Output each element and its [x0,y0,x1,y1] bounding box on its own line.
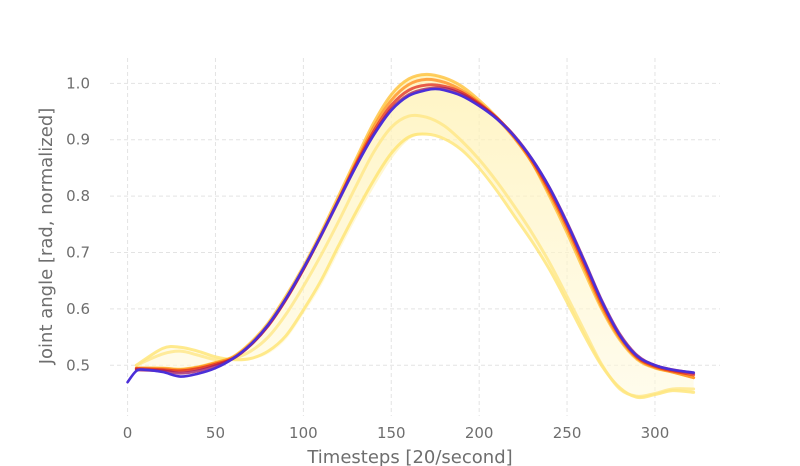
y-tick-label: 0.8 [66,187,90,205]
x-axis-label: Timesteps [20/second] [306,447,512,466]
y-tick-label: 1.0 [66,74,90,92]
x-tick-label: 150 [377,424,406,442]
tick-labels: 0 50 100 150 200 250 300 0.5 0.6 0.7 0.8 0.9 1.0 [66,74,669,442]
y-tick-label: 0.7 [66,244,90,262]
main-series-layer [126,87,695,384]
y-tick-label: 0.9 [66,131,90,149]
x-tick-label: 50 [206,424,225,442]
x-tick-label: 250 [553,424,582,442]
y-axis-label: Joint angle [rad, normalized] [36,108,57,366]
x-tick-label: 300 [641,424,670,442]
y-tick-label: 0.5 [66,356,90,374]
x-tick-label: 100 [289,424,318,442]
y-tick-label: 0.6 [66,300,90,318]
ensemble-band [136,74,694,398]
x-tick-label: 0 [123,424,133,442]
ensemble-envelope [136,74,694,398]
x-tick-label: 200 [465,424,494,442]
main-series-line [126,87,695,384]
